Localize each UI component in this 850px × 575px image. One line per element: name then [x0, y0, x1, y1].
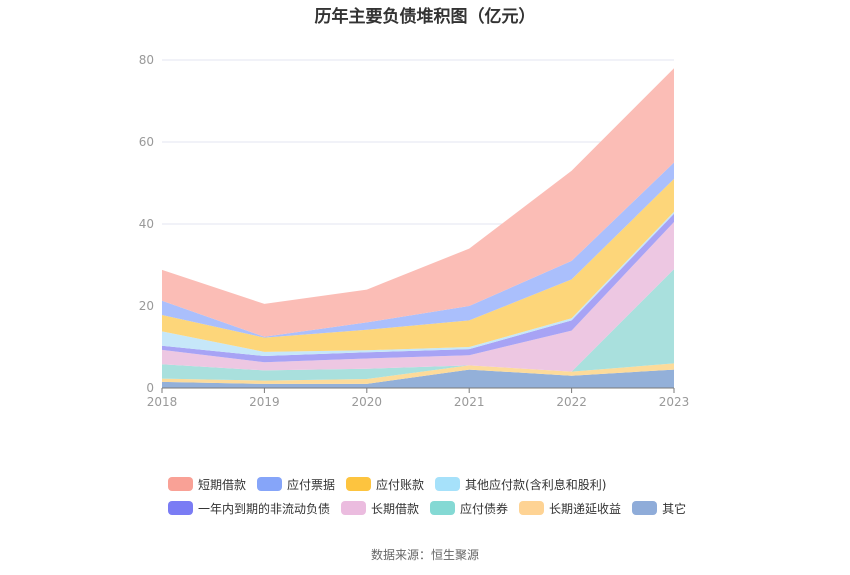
x-tick-label: 2018	[147, 395, 178, 409]
legend-item[interactable]: 长期借款	[341, 500, 419, 517]
legend-item[interactable]: 应付票据	[257, 476, 335, 493]
area-series-8	[162, 68, 674, 337]
legend-item[interactable]: 一年内到期的非流动负债	[168, 500, 330, 517]
legend-label: 短期借款	[198, 477, 247, 492]
area-series-0	[162, 369, 674, 388]
legend-swatch	[519, 501, 545, 515]
legend-label: 长期递延收益	[549, 501, 622, 516]
legend-swatch	[168, 477, 193, 491]
legend-row: 短期借款 应付票据 应付账款 其他应付款(含利息和股利)	[168, 472, 768, 496]
y-tick-label: 0	[146, 381, 154, 395]
area-series	[162, 68, 674, 388]
legend-label: 应付债券	[460, 501, 509, 516]
area-series-7	[162, 162, 674, 338]
legend-label: 其他应付款(含利息和股利)	[465, 477, 607, 492]
legend-label: 长期借款	[371, 501, 420, 516]
legend-label: 应付票据	[287, 477, 336, 492]
area-series-2	[162, 269, 674, 381]
area-series-6	[162, 178, 674, 352]
legend-swatch	[435, 477, 461, 491]
legend-swatch	[632, 501, 658, 515]
chart-title: 历年主要负债堆积图（亿元）	[314, 7, 536, 27]
legend-label: 一年内到期的非流动负债	[198, 501, 331, 516]
legend-swatch	[168, 501, 193, 515]
legend-label: 其它	[662, 501, 687, 516]
x-tick-label: 2019	[249, 395, 280, 409]
legend-swatch	[341, 501, 367, 515]
legend-item[interactable]: 短期借款	[168, 476, 246, 493]
x-tick-label: 2022	[556, 395, 587, 409]
legend-swatch	[430, 501, 456, 515]
x-tick-label: 2021	[454, 395, 485, 409]
legend-item[interactable]: 长期递延收益	[519, 500, 621, 517]
y-tick-label: 40	[139, 217, 154, 231]
y-tick-label: 80	[139, 53, 154, 67]
data-source: 数据来源：恒生聚源	[370, 548, 479, 562]
area-series-3	[162, 222, 674, 372]
legend-label: 应付账款	[376, 477, 425, 492]
y-tick-label: 60	[139, 135, 154, 149]
legend: 短期借款 应付票据 应付账款 其他应付款(含利息和股利) 一年内到期的非流动负债 长期借…	[168, 472, 768, 520]
legend-swatch	[346, 477, 372, 491]
legend-item[interactable]: 应付账款	[346, 476, 424, 493]
x-tick-label: 2020	[352, 395, 383, 409]
legend-item[interactable]: 其它	[632, 500, 686, 517]
area-series-1	[162, 363, 674, 384]
y-tick-label: 20	[139, 299, 154, 313]
x-tick-label: 2023	[659, 395, 690, 409]
axes: 0 20 40 60 80 2018 2019 2020 2021 2022 2023	[139, 53, 690, 409]
legend-item[interactable]: 应付债券	[430, 500, 508, 517]
legend-swatch	[257, 477, 283, 491]
legend-item[interactable]: 其他应付款(含利息和股利)	[435, 476, 606, 493]
legend-row: 一年内到期的非流动负债 长期借款 应付债券 长期递延收益 其它	[168, 496, 768, 520]
